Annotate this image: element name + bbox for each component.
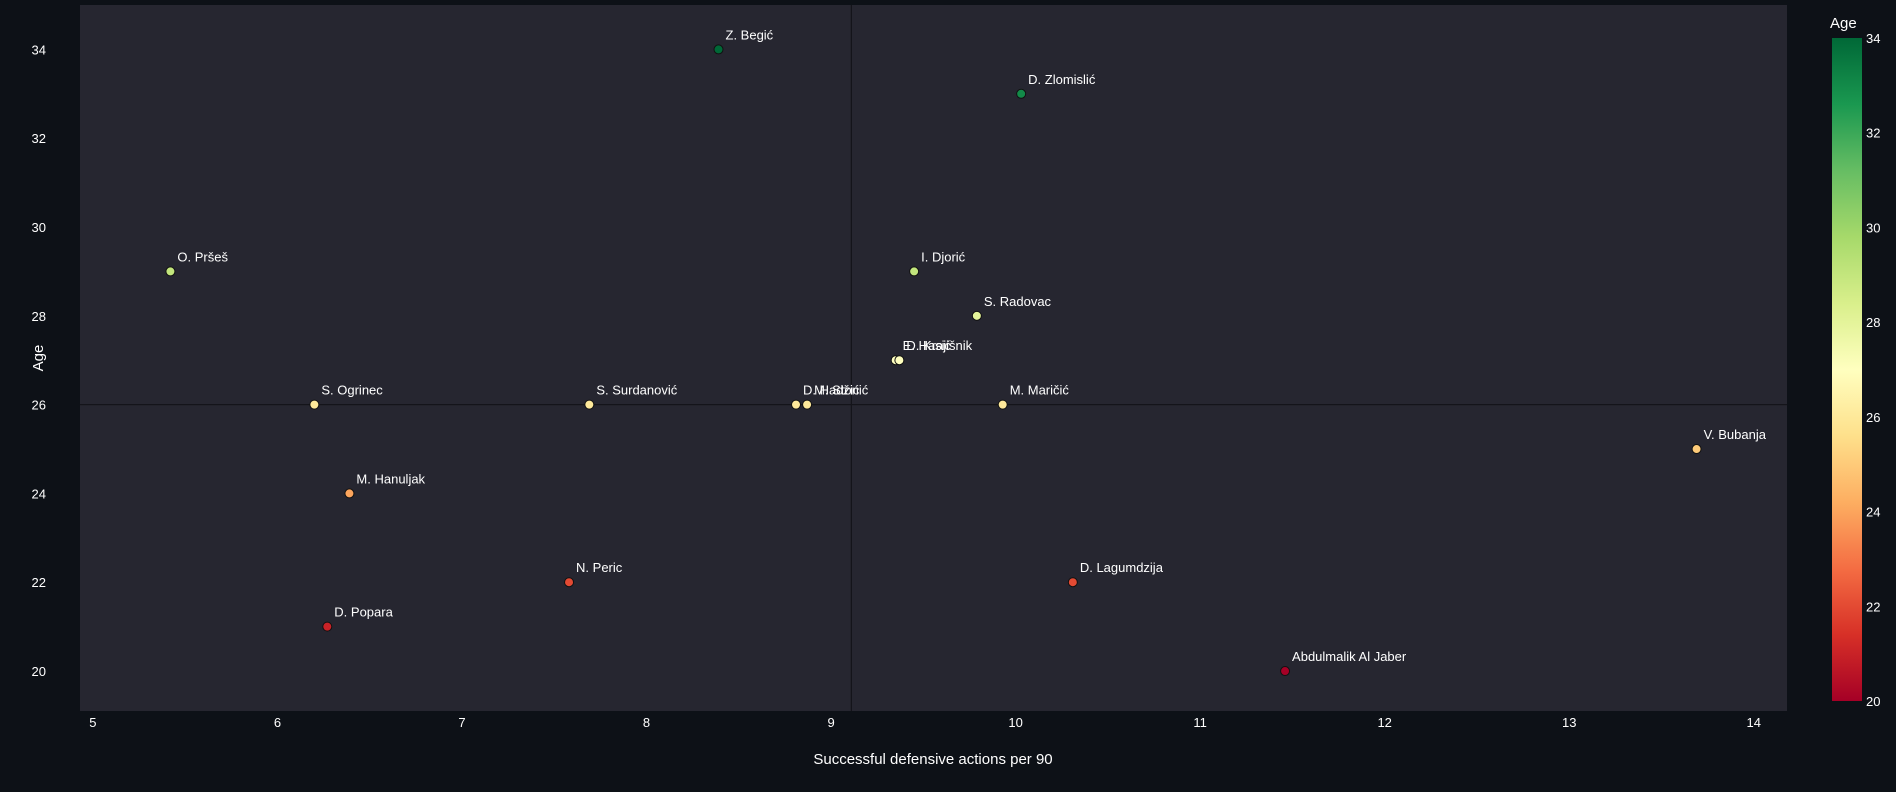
data-point [791,399,802,410]
x-tick-label: 9 [827,715,834,730]
data-point-label: D. Popara [334,605,393,620]
data-point-label: V. Bubanja [1704,427,1767,442]
colorbar-ticks: 20 22 24 26 28 30 32 34 [1866,31,1880,709]
y-tick-label: 20 [32,664,46,679]
y-tick-label: 26 [32,398,46,413]
data-point-label: D. Zlomislić [1028,72,1096,87]
data-point-label: S. Surdanović [596,383,677,398]
data-point-label: D. Krajišnik [906,338,972,353]
x-axis-title: Successful defensive actions per 90 [813,751,1052,768]
y-axis-ticks: 20 22 24 26 28 30 32 34 [32,42,46,679]
x-tick-label: 11 [1193,715,1207,730]
data-points: Z. Begić D. Zlomislić O. Pršeš I. Djorić S. … [165,27,1767,677]
colorbar-title: Age [1830,15,1857,32]
x-tick-label: 7 [458,715,465,730]
data-point [997,399,1008,410]
data-point-label: O. Pršeš [177,249,228,264]
data-point-label: M. Hanuljak [356,471,425,486]
data-point-label: M. Maričić [1010,383,1070,398]
data-point [909,266,920,277]
reference-lines [80,5,1787,711]
x-tick-label: 10 [1008,715,1022,730]
colorbar-tick-label: 24 [1866,505,1880,520]
data-point-label: S. Ogrinec [321,383,383,398]
y-tick-label: 32 [32,131,46,146]
y-tick-label: 24 [32,486,46,501]
data-point [564,577,575,588]
data-point [1280,666,1291,677]
data-point-label: D. Hadžić [803,383,860,398]
plot-area [80,5,1787,711]
data-point [1067,577,1078,588]
data-point [894,355,905,366]
data-point-label: S. Radovac [984,294,1052,309]
data-point [309,399,320,410]
x-tick-label: 6 [274,715,281,730]
colorbar-tick-label: 30 [1866,220,1880,235]
x-tick-label: 8 [643,715,650,730]
data-point-label: Abdulmalik Al Jaber [1292,649,1407,664]
data-point [584,399,595,410]
y-tick-label: 30 [32,220,46,235]
colorbar: Age 20 22 24 26 28 30 32 34 [1830,15,1880,709]
x-tick-label: 13 [1562,715,1576,730]
data-point-label: N. Peric [576,560,623,575]
y-tick-label: 22 [32,575,46,590]
colorbar-tick-label: 22 [1866,599,1880,614]
data-point-label: E. Hasić [903,338,952,353]
colorbar-tick-label: 34 [1866,31,1880,46]
data-point-label: I. Djorić [921,249,966,264]
data-point [165,266,176,277]
x-tick-label: 14 [1747,715,1761,730]
data-point-label: D. Lagumdzija [1080,560,1164,575]
data-point [322,621,333,632]
data-point [344,488,355,499]
x-tick-label: 12 [1377,715,1391,730]
colorbar-tick-label: 28 [1866,315,1880,330]
y-axis-title: Age [30,345,47,372]
data-point-label: M. Stonić [814,383,869,398]
data-point [1016,88,1027,99]
x-axis-ticks: 5 6 7 8 9 10 11 12 13 14 [89,715,1761,730]
data-point-label: Z. Begić [726,27,774,42]
data-point [971,310,982,321]
data-point [713,44,724,55]
x-tick-label: 5 [89,715,96,730]
data-point [1691,444,1702,455]
data-point [802,399,813,410]
y-tick-label: 28 [32,309,46,324]
colorbar-tick-label: 26 [1866,410,1880,425]
colorbar-tick-label: 20 [1866,694,1880,709]
colorbar-gradient [1832,38,1862,701]
y-tick-label: 34 [32,42,46,57]
colorbar-tick-label: 32 [1866,126,1880,141]
